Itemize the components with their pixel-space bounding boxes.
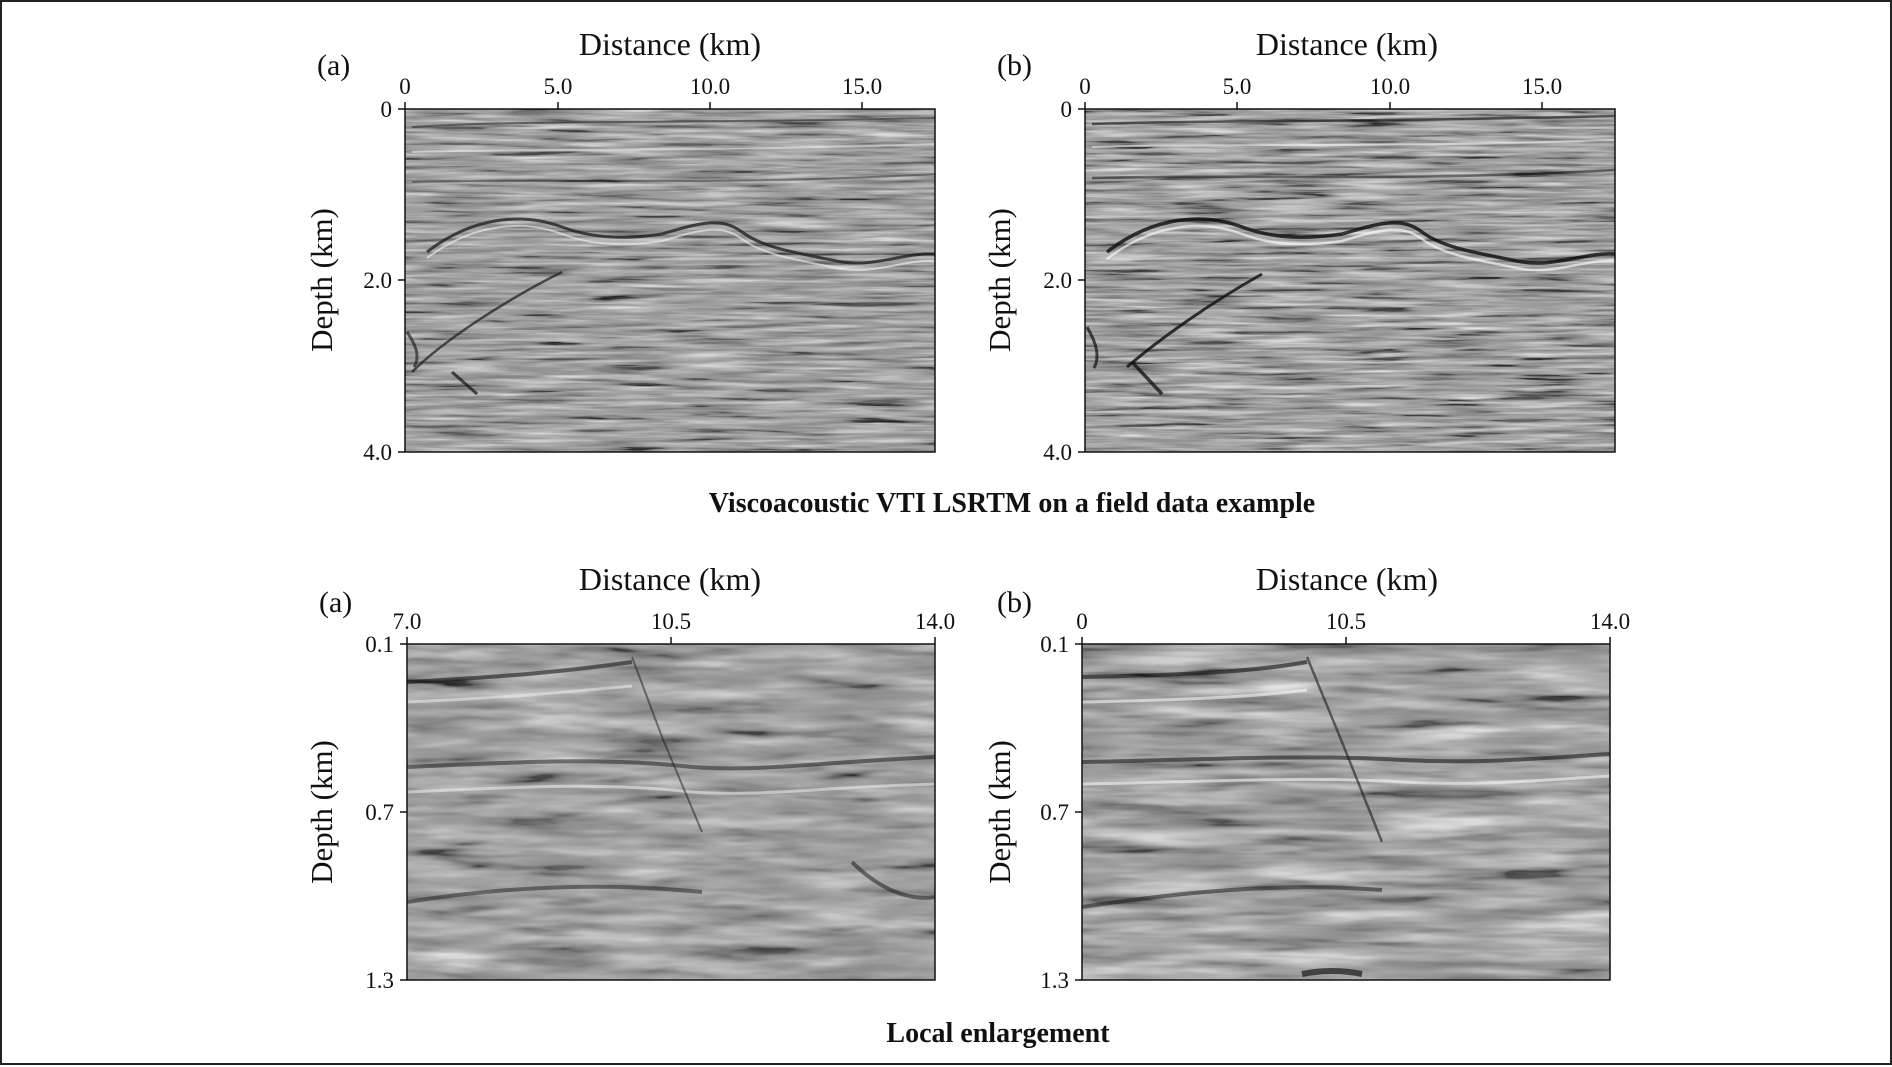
seismic-texture <box>1082 644 1610 980</box>
x-tick-label: 10.5 <box>651 609 691 634</box>
y-axis-label: Depth (km) <box>304 208 339 352</box>
reflector-overlay <box>407 656 935 904</box>
panel-tag: (b) <box>997 49 1032 82</box>
x-tick-label: 10.5 <box>1326 609 1366 634</box>
x-axis-label: Distance (km) <box>579 561 761 597</box>
x-tick-label: 0 <box>399 74 411 99</box>
y-tick-label: 2.0 <box>363 268 392 293</box>
y-axis-label: Depth (km) <box>304 740 339 884</box>
y-tick-label: 2.0 <box>1043 268 1072 293</box>
figure-caption-bottom: Local enlargement <box>886 1018 1110 1049</box>
y-tick-label: 0.7 <box>1040 800 1069 825</box>
y-tick-label: 1.3 <box>1040 968 1069 993</box>
panel-tag: (a) <box>317 49 350 82</box>
y-tick-label: 4.0 <box>1043 440 1072 465</box>
reflector-overlay <box>1085 114 1615 396</box>
x-axis-label: Distance (km) <box>579 26 761 62</box>
panel-tag: (a) <box>319 586 352 619</box>
panel-bottom-b: (b) Distance (km) 0 10.5 14.0 0.1 0.7 1.… <box>982 561 1630 993</box>
panel-bottom-a: (a) Distance (km) 7.0 10.5 14.0 0.1 0.7 … <box>304 561 955 993</box>
x-tick-label: 14.0 <box>1590 609 1630 634</box>
x-tick-label: 7.0 <box>393 609 422 634</box>
figure-caption-top: Viscoacoustic VTI LSRTM on a field data … <box>709 488 1315 519</box>
x-axis-label: Distance (km) <box>1256 561 1438 597</box>
tick-marks <box>1075 637 1611 981</box>
y-tick-label: 1.3 <box>365 968 394 993</box>
y-tick-label: 0.1 <box>365 632 394 657</box>
y-tick-label: 4.0 <box>363 440 392 465</box>
panel-top-a: (a) Distance (km) 0 5.0 10.0 15.0 0 2.0 … <box>304 26 936 465</box>
seismic-texture <box>1085 109 1615 452</box>
x-tick-label: 14.0 <box>915 609 955 634</box>
x-tick-label: 15.0 <box>1522 74 1562 99</box>
y-axis-label: Depth (km) <box>982 208 1017 352</box>
y-tick-label: 0.7 <box>365 800 394 825</box>
tick-marks <box>400 637 936 981</box>
x-tick-label: 10.0 <box>690 74 730 99</box>
y-tick-label: 0 <box>1061 97 1073 122</box>
x-axis-label: Distance (km) <box>1256 26 1438 62</box>
x-tick-label: 0 <box>1079 74 1091 99</box>
reflector-overlay <box>405 117 935 396</box>
x-tick-label: 15.0 <box>842 74 882 99</box>
x-tick-label: 0 <box>1076 609 1088 634</box>
x-tick-label: 5.0 <box>544 74 573 99</box>
y-tick-label: 0 <box>381 97 393 122</box>
x-tick-label: 5.0 <box>1223 74 1252 99</box>
y-axis-label: Depth (km) <box>982 740 1017 884</box>
seismic-texture <box>405 109 935 452</box>
tick-marks <box>398 102 863 453</box>
panel-top-b: (b) Distance (km) 0 5.0 10.0 15.0 0 2.0 … <box>982 26 1616 465</box>
panel-tag: (b) <box>997 586 1032 619</box>
reflector-overlay <box>1082 656 1610 977</box>
seismic-texture <box>407 644 935 980</box>
x-tick-label: 10.0 <box>1370 74 1410 99</box>
tick-marks <box>1078 102 1543 453</box>
y-tick-label: 0.1 <box>1040 632 1069 657</box>
